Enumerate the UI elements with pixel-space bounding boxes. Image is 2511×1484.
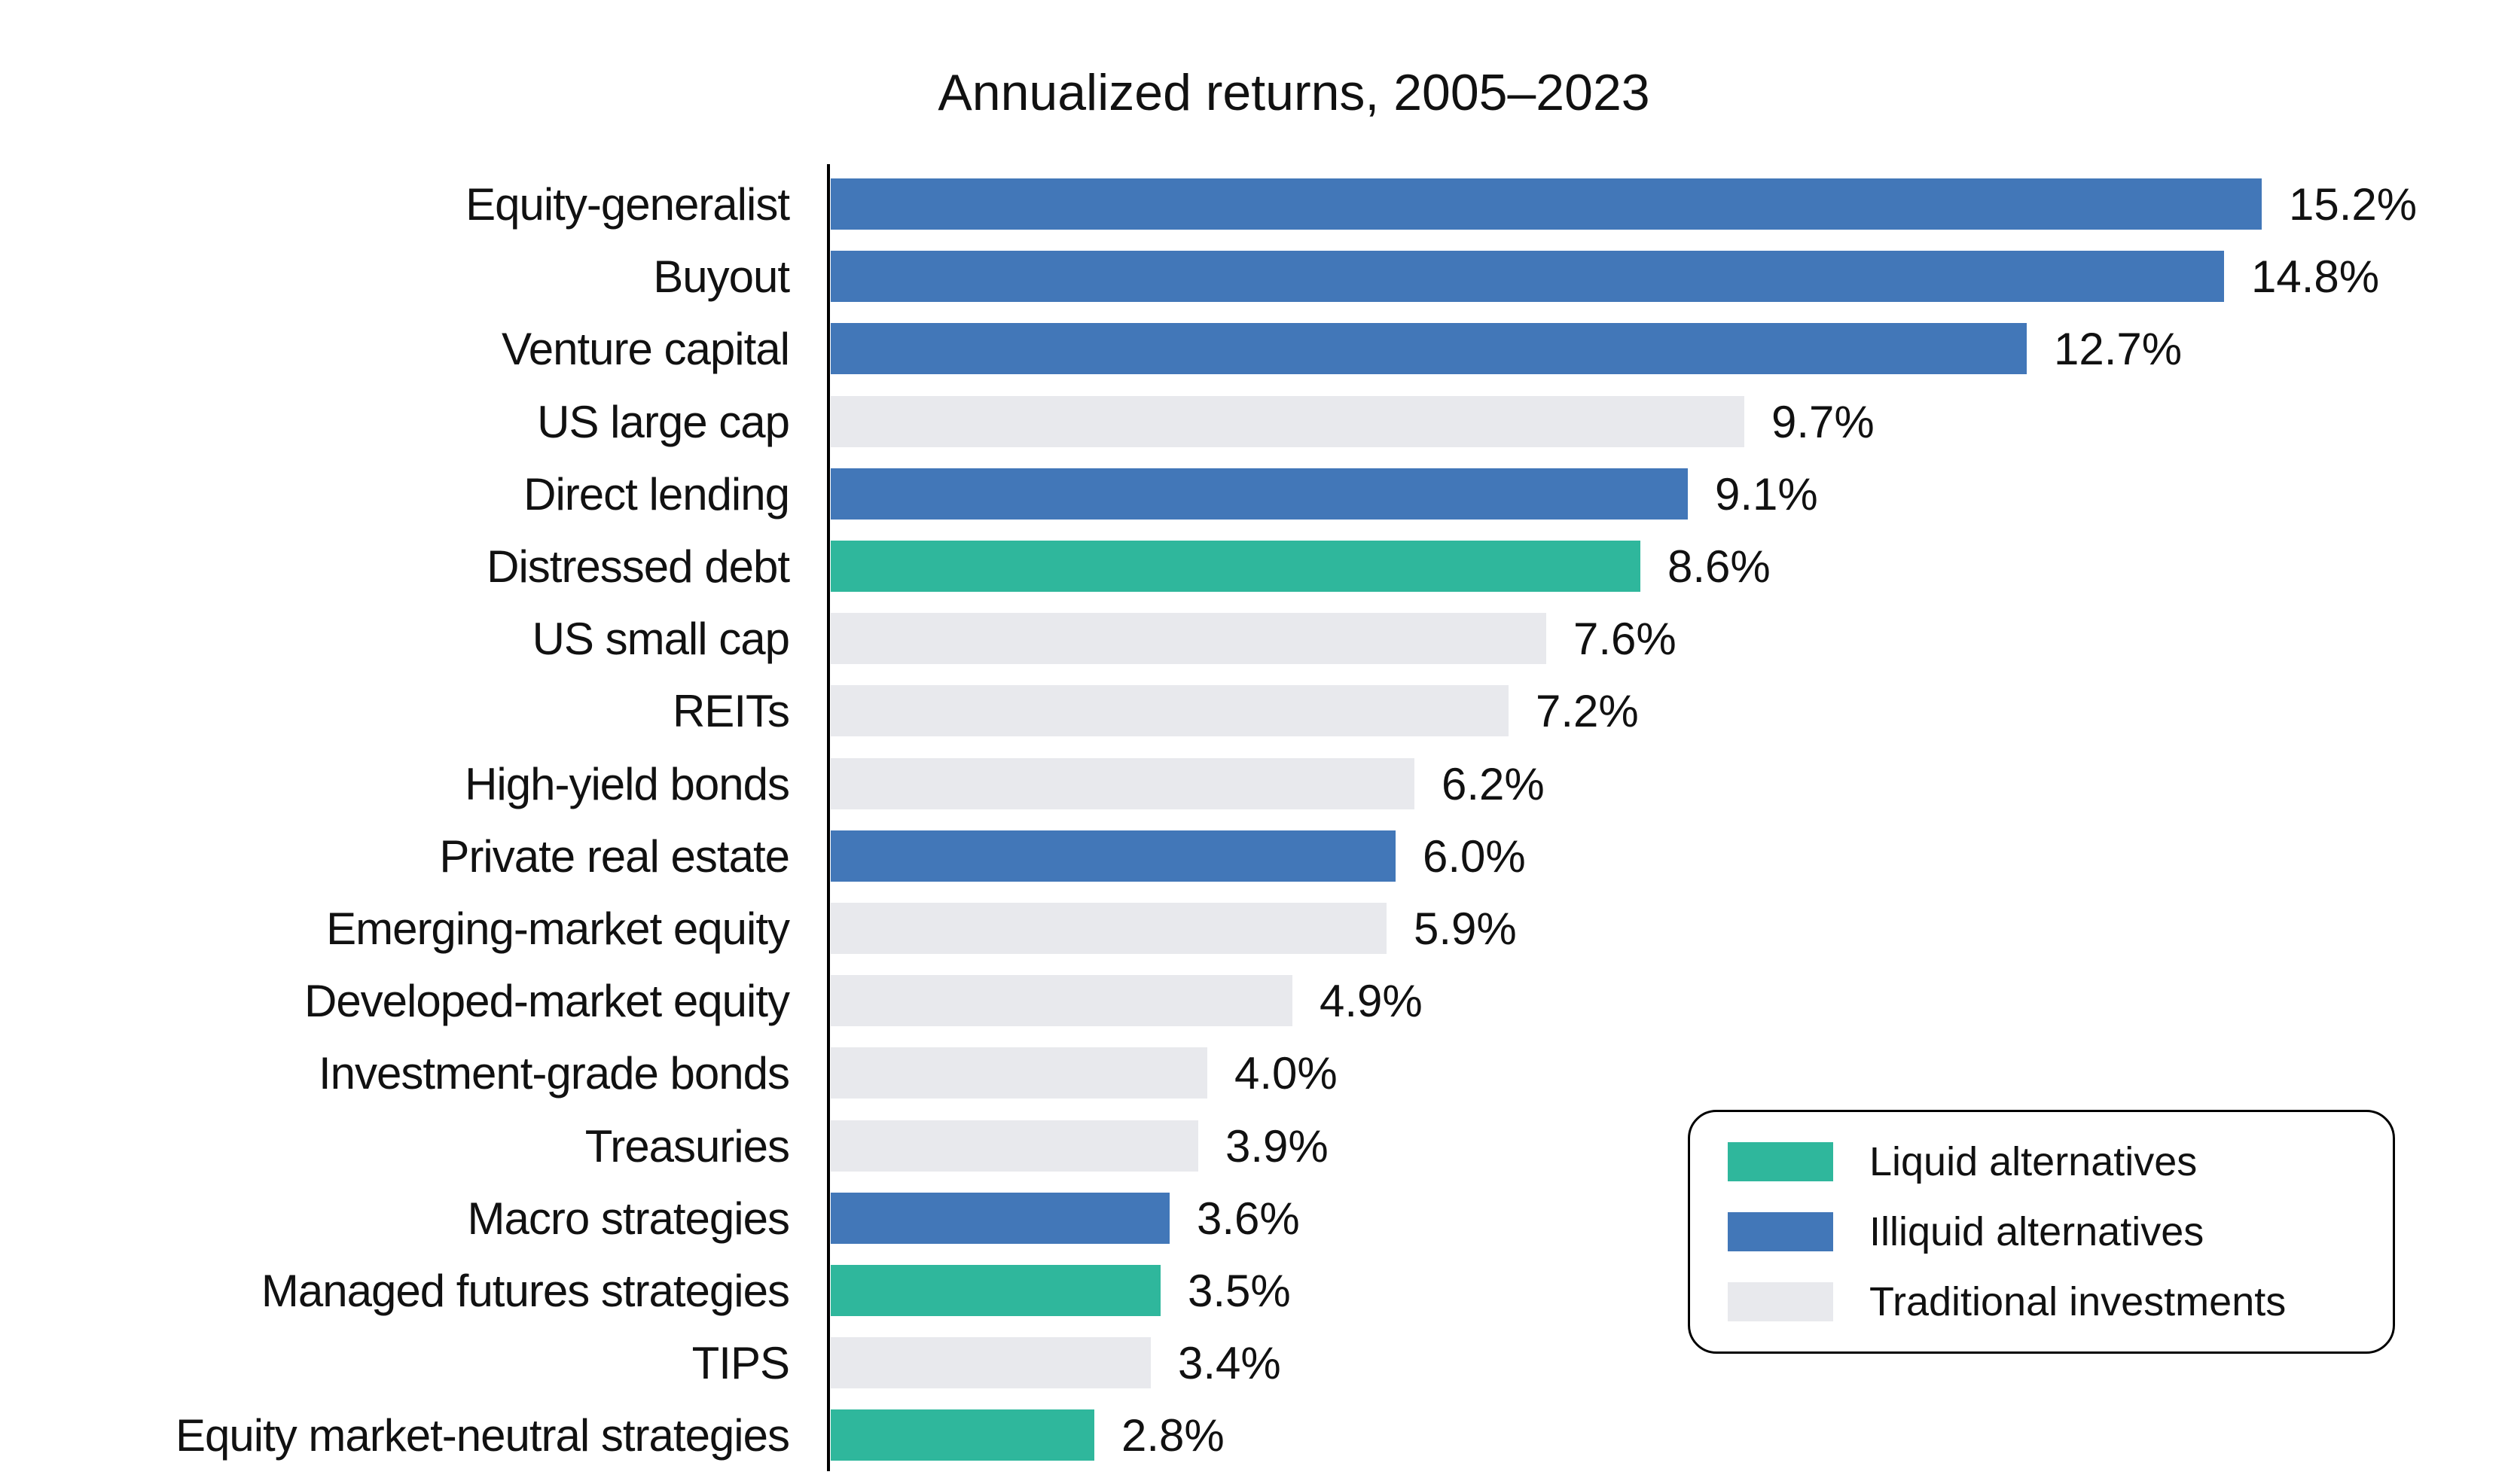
category-label: Venture capital <box>502 323 790 374</box>
bar-traditional <box>831 975 1292 1026</box>
y-axis-line <box>827 164 830 1471</box>
category-label: Managed futures strategies <box>261 1265 790 1316</box>
value-label: 3.9% <box>1225 1120 1329 1172</box>
legend-swatch-illiquid-icon <box>1728 1212 1833 1251</box>
legend-item-liquid-alternatives: Liquid alternatives <box>1728 1139 2393 1184</box>
legend-swatch-liquid-icon <box>1728 1142 1833 1181</box>
bar-liquid <box>831 1409 1094 1461</box>
legend-swatch-traditional-icon <box>1728 1282 1833 1321</box>
legend: Liquid alternatives Illiquid alternative… <box>1688 1110 2395 1354</box>
bar-row: REITs 7.2% <box>0 685 2511 736</box>
bar-row: Equity-generalist 15.2% <box>0 178 2511 230</box>
value-label: 6.2% <box>1442 758 1545 809</box>
bar-illiquid <box>831 468 1688 520</box>
bar-traditional <box>831 613 1546 664</box>
value-label: 6.0% <box>1423 830 1526 882</box>
category-label: Developed-market equity <box>304 975 790 1026</box>
value-label: 5.9% <box>1414 903 1517 954</box>
category-label: US small cap <box>532 613 790 664</box>
value-label: 14.8% <box>2251 251 2380 302</box>
value-label: 3.5% <box>1188 1265 1291 1316</box>
category-label: US large cap <box>537 396 790 447</box>
legend-label-illiquid: Illiquid alternatives <box>1869 1209 2204 1254</box>
legend-label-liquid: Liquid alternatives <box>1869 1139 2198 1184</box>
bar-traditional <box>831 1120 1198 1172</box>
value-label: 7.2% <box>1536 685 1639 736</box>
category-label: Equity market-neutral strategies <box>175 1409 790 1461</box>
value-label: 7.6% <box>1573 613 1677 664</box>
category-label: Emerging-market equity <box>326 903 790 954</box>
bar-row: Venture capital 12.7% <box>0 323 2511 374</box>
value-label: 3.4% <box>1178 1337 1281 1388</box>
bar-row: US small cap 7.6% <box>0 613 2511 664</box>
legend-label-traditional: Traditional investments <box>1869 1279 2287 1324</box>
bar-traditional <box>831 758 1414 809</box>
bar-row: Private real estate 6.0% <box>0 830 2511 882</box>
bar-illiquid <box>831 830 1396 882</box>
bar-traditional <box>831 1047 1207 1099</box>
category-label: TIPS <box>691 1337 790 1388</box>
legend-item-traditional-investments: Traditional investments <box>1728 1279 2393 1324</box>
bar-row: High-yield bonds 6.2% <box>0 758 2511 809</box>
bar-row: Distressed debt 8.6% <box>0 541 2511 592</box>
bar-row: TIPS 3.4% <box>0 1337 2511 1388</box>
category-label: High-yield bonds <box>465 758 790 809</box>
category-label: Buyout <box>653 251 790 302</box>
bar-traditional <box>831 396 1744 447</box>
category-label: Private real estate <box>439 830 790 882</box>
bar-row: Developed-market equity 4.9% <box>0 975 2511 1026</box>
bar-illiquid <box>831 1193 1170 1244</box>
bar-illiquid <box>831 251 2224 302</box>
value-label: 4.0% <box>1234 1047 1338 1099</box>
value-label: 9.1% <box>1715 468 1818 520</box>
value-label: 2.8% <box>1121 1409 1225 1461</box>
category-label: Investment-grade bonds <box>318 1047 790 1099</box>
bar-row: US large cap 9.7% <box>0 396 2511 447</box>
bar-liquid <box>831 1265 1161 1316</box>
chart-title: Annualized returns, 2005–2023 <box>938 64 1650 121</box>
bar-illiquid <box>831 323 2027 374</box>
category-label: Distressed debt <box>487 541 790 592</box>
bar-row: Investment-grade bonds 4.0% <box>0 1047 2511 1099</box>
bar-row: Equity market-neutral strategies 2.8% <box>0 1409 2511 1461</box>
bar-row: Macro strategies 3.6% <box>0 1193 2511 1244</box>
category-label: Direct lending <box>523 468 790 520</box>
bar-row: Emerging-market equity 5.9% <box>0 903 2511 954</box>
bar-illiquid <box>831 178 2262 230</box>
bar-liquid <box>831 541 1640 592</box>
category-label: REITs <box>672 685 790 736</box>
bar-row: Treasuries 3.9% <box>0 1120 2511 1172</box>
bar-traditional <box>831 685 1509 736</box>
bar-traditional <box>831 903 1387 954</box>
value-label: 12.7% <box>2054 323 2183 374</box>
value-label: 3.6% <box>1197 1193 1300 1244</box>
value-label: 8.6% <box>1667 541 1771 592</box>
bar-row: Managed futures strategies 3.5% <box>0 1265 2511 1316</box>
category-label: Treasuries <box>584 1120 790 1172</box>
value-label: 9.7% <box>1771 396 1875 447</box>
value-label: 15.2% <box>2289 178 2418 230</box>
bar-row: Buyout 14.8% <box>0 251 2511 302</box>
bar-traditional <box>831 1337 1151 1388</box>
category-label: Equity-generalist <box>465 178 790 230</box>
bar-row: Direct lending 9.1% <box>0 468 2511 520</box>
category-label: Macro strategies <box>467 1193 790 1244</box>
value-label: 4.9% <box>1320 975 1423 1026</box>
legend-item-illiquid-alternatives: Illiquid alternatives <box>1728 1209 2393 1254</box>
